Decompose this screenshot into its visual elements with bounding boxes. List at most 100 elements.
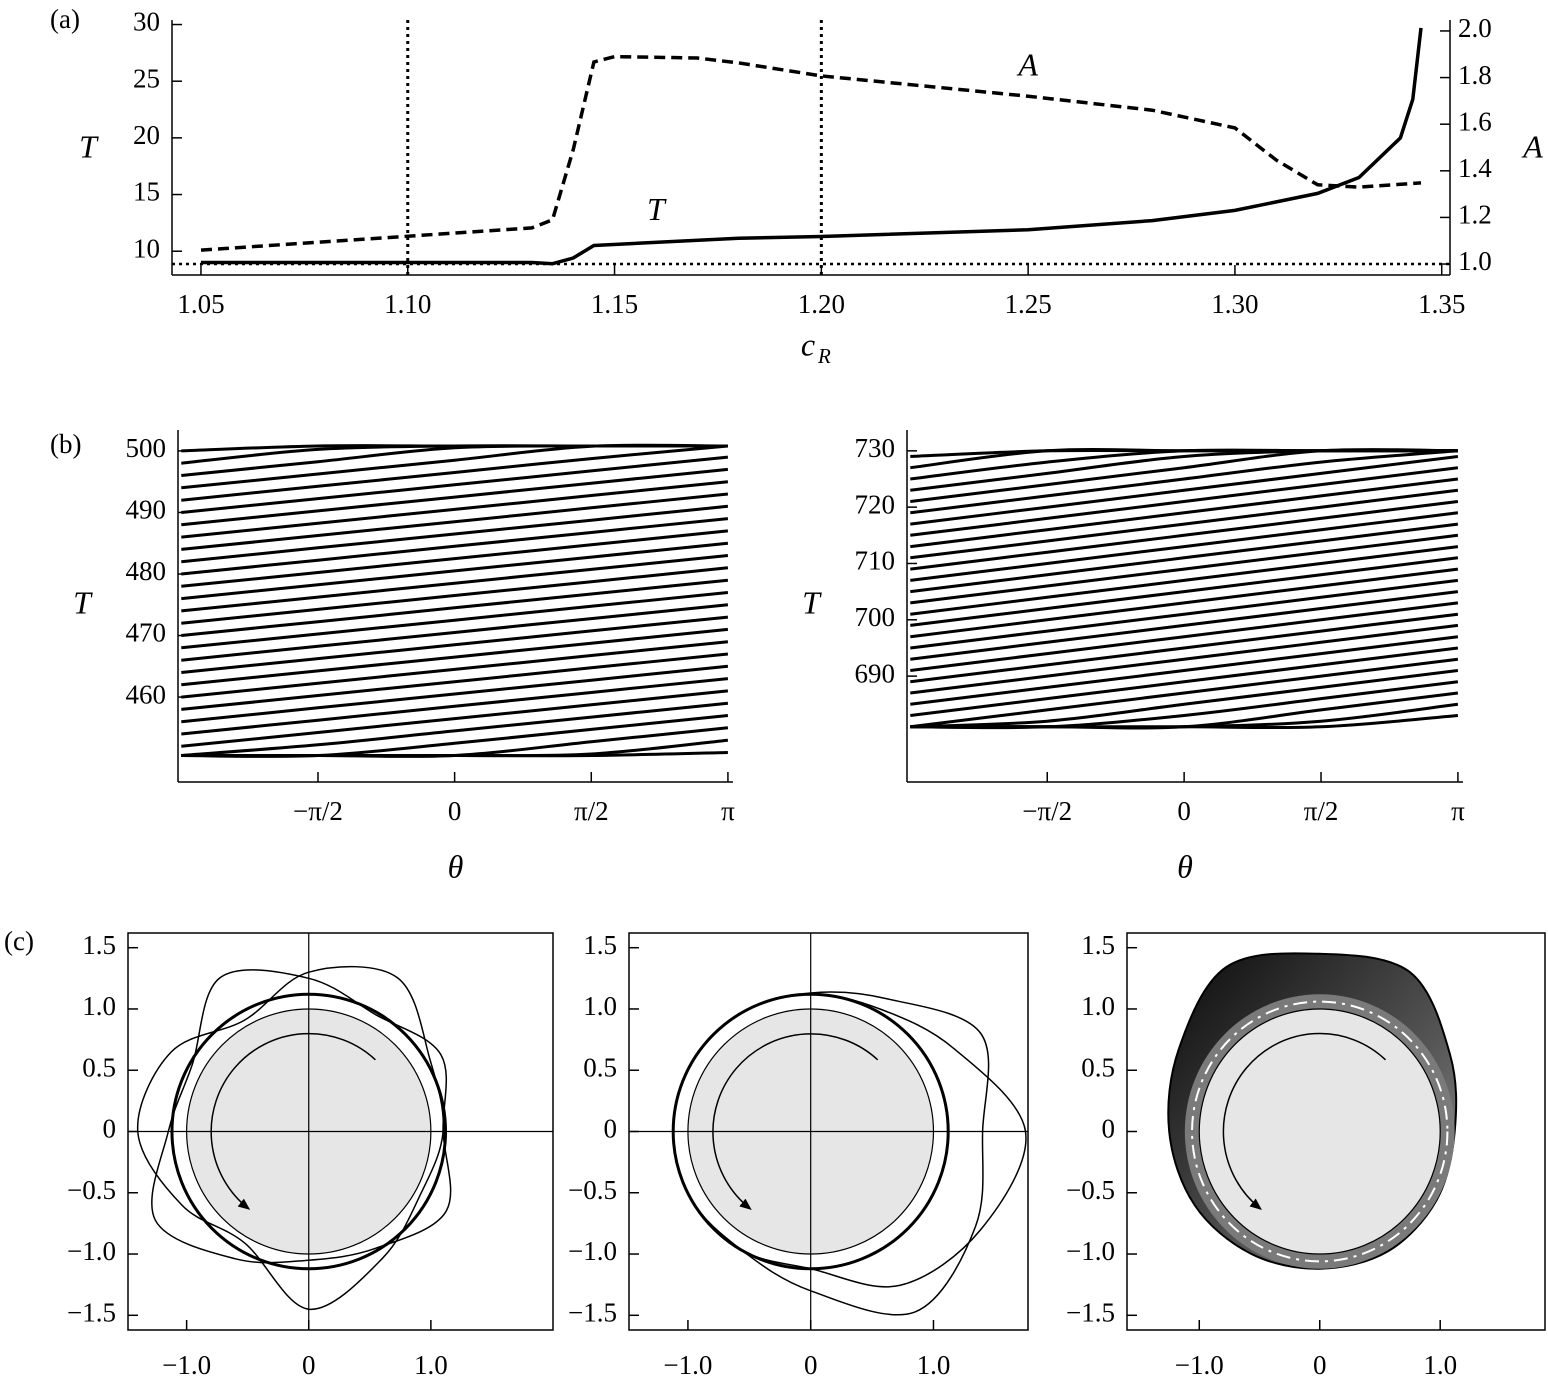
x-axis-label: θ	[1177, 848, 1193, 884]
x-axis-label: c	[801, 326, 815, 362]
y-tick-label: −1.0	[67, 1236, 116, 1266]
x-tick-label: −1.0	[663, 1350, 712, 1380]
series-line	[181, 701, 729, 757]
x-axis-label: θ	[448, 848, 464, 884]
x-tick-label: π/2	[1304, 796, 1339, 826]
series-line	[910, 545, 1459, 616]
x-tick-label: 0	[1313, 1350, 1327, 1380]
series-line	[910, 567, 1459, 639]
x-tick-label: 1.35	[1418, 289, 1465, 319]
y2-tick-label: 1.2	[1458, 200, 1492, 230]
series-line	[181, 444, 729, 502]
series-line	[181, 591, 729, 650]
series-line	[910, 590, 1459, 661]
series-line	[181, 566, 729, 625]
x-tick-label: −π/2	[293, 796, 343, 826]
x-tick-label: π	[721, 796, 735, 826]
series-line	[910, 623, 1459, 695]
x-tick-label: 0	[1177, 796, 1191, 826]
panel: (a) 1.05 1.10 1.15 1.20 1.25 1.30 1.35 10 15 20 25 3…	[50, 4, 1543, 368]
y-tick-label: −0.5	[67, 1175, 116, 1205]
series-line	[181, 492, 729, 551]
y-tick-label: 470	[126, 618, 167, 648]
y-tick-label: 1.0	[583, 991, 617, 1021]
panel: −1.0 0 1.0 −1.5 −1.0 −0.5 0 0.5 1.0 1.5	[1066, 930, 1546, 1380]
y-tick-label: 1.5	[1081, 930, 1115, 960]
series-line	[910, 612, 1459, 684]
y2-tick-label: 2.0	[1458, 13, 1492, 43]
y-tick-label: 500	[126, 433, 167, 463]
panel-label: (c)	[4, 926, 34, 956]
y2-tick-label: 1.8	[1458, 60, 1492, 90]
series-line	[910, 511, 1459, 582]
y-tick-label: 0.5	[583, 1052, 617, 1082]
series-line	[181, 627, 729, 687]
series-line	[181, 677, 729, 736]
panel-label: (a)	[50, 4, 80, 34]
y-tick-label: −1.5	[568, 1297, 617, 1327]
orbit-curve	[151, 969, 452, 1264]
rotation-arrow	[712, 1033, 879, 1210]
x-tick-label: −1.0	[1175, 1350, 1224, 1380]
y-tick-label: 490	[126, 495, 167, 525]
y-tick-label: 700	[855, 602, 896, 632]
series-line	[181, 603, 729, 662]
x-tick-label: 1.25	[1005, 289, 1052, 319]
panel: (c) −1.0 0 1.0 −1.5 −1.0 −0.5 0 0.5 1.0 1.5	[4, 926, 554, 1380]
y2-tick-label: 1.6	[1458, 106, 1492, 136]
rotation-arrow	[210, 1032, 376, 1210]
y-tick-label: 0	[103, 1114, 117, 1144]
y-tick-label: 710	[855, 546, 896, 576]
panel-label: (b)	[50, 429, 81, 459]
y-tick-label: −0.5	[1066, 1175, 1115, 1205]
series-line	[910, 669, 1459, 729]
series-line	[910, 455, 1459, 526]
y-tick-label: 720	[855, 489, 896, 519]
y-tick-label: 25	[133, 63, 160, 93]
y-tick-label: 480	[126, 556, 167, 586]
orbit-curve	[672, 991, 990, 1316]
series-line	[181, 444, 728, 453]
x-tick-label: −1.0	[162, 1350, 211, 1380]
x-tick-label: 1.20	[798, 289, 845, 319]
y-tick-label: −1.5	[1066, 1297, 1115, 1327]
y-tick-label: 1.0	[82, 991, 116, 1021]
x-tick-label: 1.30	[1211, 289, 1258, 319]
series-line	[910, 601, 1459, 672]
x-tick-label: 0	[804, 1350, 818, 1380]
y-tick-label: 20	[133, 120, 160, 150]
y-tick-label: 30	[133, 7, 160, 37]
y-axis-label: T	[79, 128, 99, 164]
y-tick-label: 690	[855, 658, 896, 688]
series-label: A	[1016, 47, 1038, 83]
y-tick-label: −1.0	[568, 1236, 617, 1266]
series-line	[910, 646, 1459, 717]
y-tick-label: 0	[1102, 1114, 1116, 1144]
series-line	[181, 541, 729, 601]
series-line	[181, 664, 729, 724]
y-tick-label: −1.0	[1066, 1236, 1115, 1266]
x-tick-label: 1.05	[177, 289, 224, 319]
series-line	[910, 522, 1459, 594]
y-tick-label: −0.5	[568, 1175, 617, 1205]
y-tick-label: 10	[133, 233, 160, 263]
series-line	[201, 27, 1423, 266]
x-tick-label: 1.10	[384, 289, 431, 319]
y-tick-label: 0	[604, 1114, 618, 1144]
y2-tick-label: 1.4	[1458, 153, 1492, 183]
series-line	[181, 455, 729, 514]
disk	[1198, 1008, 1441, 1255]
series-line	[910, 533, 1459, 605]
series-line	[181, 652, 729, 711]
series-line	[910, 449, 1459, 515]
streamline	[1191, 1000, 1449, 1263]
series-line	[181, 504, 729, 564]
series-label: T	[647, 191, 667, 227]
y-axis-label: T	[802, 584, 822, 620]
x-tick-label: −π/2	[1022, 796, 1072, 826]
y-tick-label: 1.5	[82, 930, 116, 960]
rotation-arrow	[1222, 1032, 1387, 1210]
series-line	[181, 529, 729, 588]
orbit-curve	[137, 965, 445, 1310]
